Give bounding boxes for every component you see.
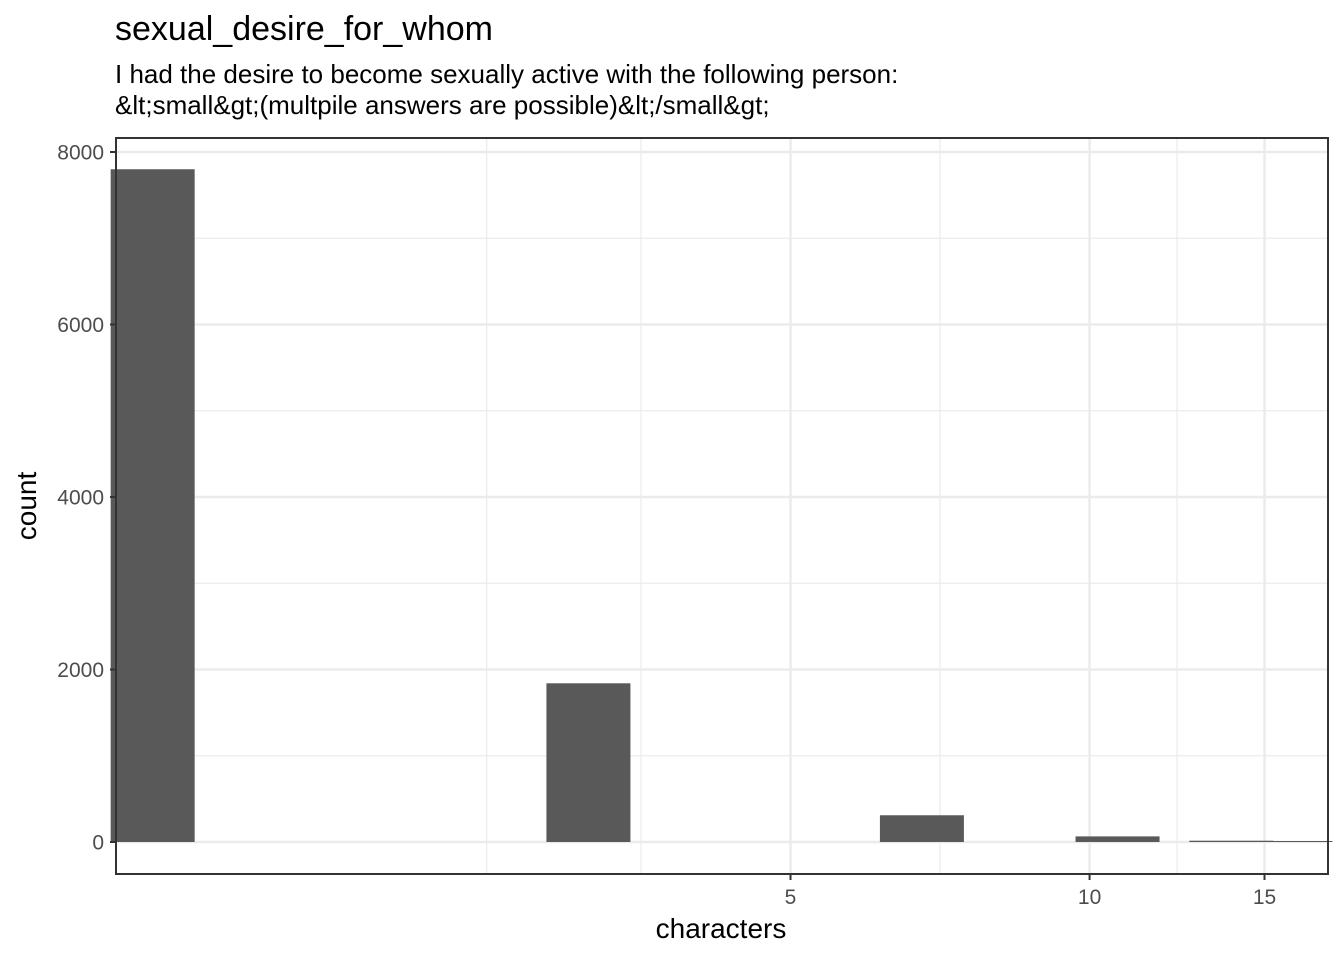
bar-5: [1248, 841, 1333, 842]
bar-1: [546, 683, 631, 842]
axes: 0 2000 4000 6000 8000 5 10 15: [57, 142, 1276, 910]
x-tick-label: 10: [1078, 886, 1101, 909]
chart-title: sexual_desire_for_whom: [115, 10, 493, 48]
chart-subtitle-line-1: I had the desire to become sexually acti…: [115, 59, 898, 89]
x-tick-label: 15: [1253, 886, 1276, 909]
plot-panel-border: [115, 137, 1329, 875]
bars: [110, 169, 1333, 842]
x-axis-title: characters: [656, 913, 787, 944]
y-tick-label: 0: [92, 832, 104, 855]
chart-subtitle-line-2: &lt;small&gt;(multpile answers are possi…: [115, 90, 770, 120]
y-tick-label: 2000: [57, 659, 104, 682]
y-tick-label: 6000: [57, 314, 104, 337]
y-axis-title: count: [11, 472, 42, 541]
y-tick-label: 8000: [57, 142, 104, 165]
bar-4: [1189, 840, 1274, 842]
x-tick-label: 5: [785, 886, 797, 909]
bar-2: [879, 815, 964, 842]
bar-3: [1075, 836, 1160, 842]
bar-0: [110, 169, 195, 842]
grid-lines: [116, 138, 1328, 874]
y-tick-label: 4000: [57, 487, 104, 510]
